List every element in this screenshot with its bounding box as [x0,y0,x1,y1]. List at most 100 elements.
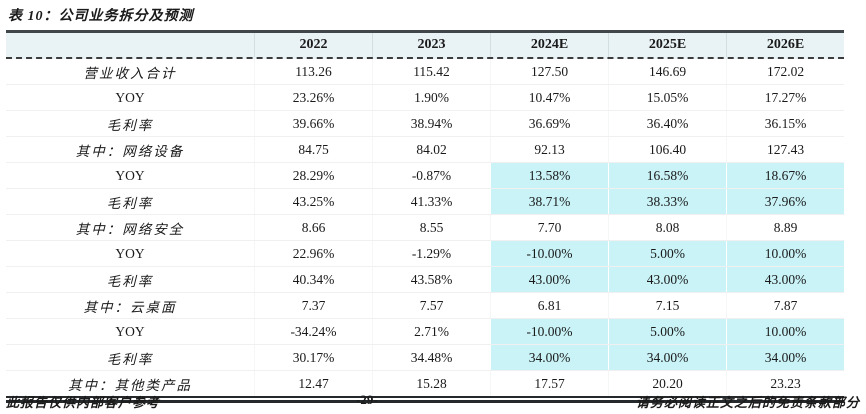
cell: 7.57 [372,293,490,318]
table-bottom-rule [6,396,844,403]
table-row: 毛利率 43.25% 41.33% 38.71% 38.33% 37.96% [6,188,844,214]
cell: 23.23 [726,371,844,396]
table-row: YOY 28.29% -0.87% 13.58% 16.58% 18.67% [6,162,844,188]
cell: 23.26% [254,85,372,110]
row-label: 营业收入合计 [83,65,177,81]
header-cell-label [6,33,254,57]
cell: -10.00% [490,319,608,344]
table-row: YOY -34.24% 2.71% -10.00% 5.00% 10.00% [6,318,844,344]
header-cell-2023: 2023 [372,33,490,57]
cell: 1.90% [372,85,490,110]
cell: -34.24% [254,319,372,344]
cell: 16.58% [608,163,726,188]
cell: 115.42 [372,59,490,84]
cell: 40.34% [254,267,372,292]
cell: 6.81 [490,293,608,318]
cell: 34.00% [490,345,608,370]
cell: 18.67% [726,163,844,188]
cell: 38.71% [490,189,608,214]
cell: 127.43 [726,137,844,162]
row-label: 毛利率 [106,273,154,289]
table-row: 毛利率 40.34% 43.58% 43.00% 43.00% 43.00% [6,266,844,292]
table-row: 毛利率 39.66% 38.94% 36.69% 36.40% 36.15% [6,110,844,136]
cell: 8.08 [608,215,726,240]
cell: 127.50 [490,59,608,84]
row-label: 毛利率 [106,195,154,211]
header-cell-2024e: 2024E [490,33,608,57]
cell: -1.29% [372,241,490,266]
cell: 36.15% [726,111,844,136]
cell: 13.58% [490,163,608,188]
cell: 20.20 [608,371,726,396]
table-row: 其中：网络安全 8.66 8.55 7.70 8.08 8.89 [6,214,844,240]
cell: -10.00% [490,241,608,266]
cell: 34.00% [608,345,726,370]
table-row: 营业收入合计 113.26 115.42 127.50 146.69 172.0… [6,59,844,84]
cell: 43.25% [254,189,372,214]
table-row: 其中：其他类产品 12.47 15.28 17.57 20.20 23.23 [6,370,844,396]
cell: 17.27% [726,85,844,110]
cell: 36.69% [490,111,608,136]
cell: 7.15 [608,293,726,318]
cell: 43.00% [490,267,608,292]
cell: 34.48% [372,345,490,370]
table-header-row: 2022 2023 2024E 2025E 2026E [6,33,844,59]
cell: 5.00% [608,241,726,266]
header-cell-2025e: 2025E [608,33,726,57]
cell: 36.40% [608,111,726,136]
cell: 10.47% [490,85,608,110]
cell: 10.00% [726,319,844,344]
cell: 34.00% [726,345,844,370]
cell: 172.02 [726,59,844,84]
table-row: YOY 23.26% 1.90% 10.47% 15.05% 17.27% [6,84,844,110]
row-label: 其中：云桌面 [83,299,177,315]
table-row: YOY 22.96% -1.29% -10.00% 5.00% 10.00% [6,240,844,266]
cell: 92.13 [490,137,608,162]
table-row: 毛利率 30.17% 34.48% 34.00% 34.00% 34.00% [6,344,844,370]
row-label: YOY [115,89,145,105]
cell: 106.40 [608,137,726,162]
cell: 10.00% [726,241,844,266]
table-title: 表 10：公司业务拆分及预测 [8,9,194,24]
row-label: 其中：网络安全 [75,221,185,237]
page-footer: 此报告仅供内部客户参考 -29- 请务必阅读正文之后的免责条款部分 [6,392,860,410]
cell: 38.33% [608,189,726,214]
row-label: 毛利率 [106,117,154,133]
cell: 39.66% [254,111,372,136]
cell: 38.94% [372,111,490,136]
cell: 41.33% [372,189,490,214]
cell: 43.58% [372,267,490,292]
header-cell-2022: 2022 [254,33,372,57]
cell: 7.37 [254,293,372,318]
header-cell-2026e: 2026E [726,33,844,57]
footer-disclaimer-left: 此报告仅供内部客户参考 [6,395,161,410]
table-row: 其中：网络设备 84.75 84.02 92.13 106.40 127.43 [6,136,844,162]
cell: 84.02 [372,137,490,162]
cell: 15.05% [608,85,726,110]
cell: 28.29% [254,163,372,188]
table-row: 其中：云桌面 7.37 7.57 6.81 7.15 7.87 [6,292,844,318]
cell: 17.57 [490,371,608,396]
cell: 2.71% [372,319,490,344]
cell: 84.75 [254,137,372,162]
cell: 8.55 [372,215,490,240]
cell: 8.89 [726,215,844,240]
row-label: YOY [115,167,145,183]
row-label: 其中：其他类产品 [68,377,192,393]
cell: 8.66 [254,215,372,240]
cell: 30.17% [254,345,372,370]
row-label: YOY [115,323,145,339]
cell: 15.28 [372,371,490,396]
cell: 146.69 [608,59,726,84]
table-body: 营业收入合计 113.26 115.42 127.50 146.69 172.0… [6,59,844,396]
footer-disclaimer-right: 请务必阅读正文之后的免责条款部分 [635,395,860,410]
cell: 43.00% [608,267,726,292]
business-forecast-table: 2022 2023 2024E 2025E 2026E 营业收入合计 113.2… [6,30,844,403]
row-label: 其中：网络设备 [75,143,185,159]
cell: 37.96% [726,189,844,214]
cell: 7.87 [726,293,844,318]
cell: 43.00% [726,267,844,292]
cell: 22.96% [254,241,372,266]
footer-page-number: -29- [356,392,378,407]
